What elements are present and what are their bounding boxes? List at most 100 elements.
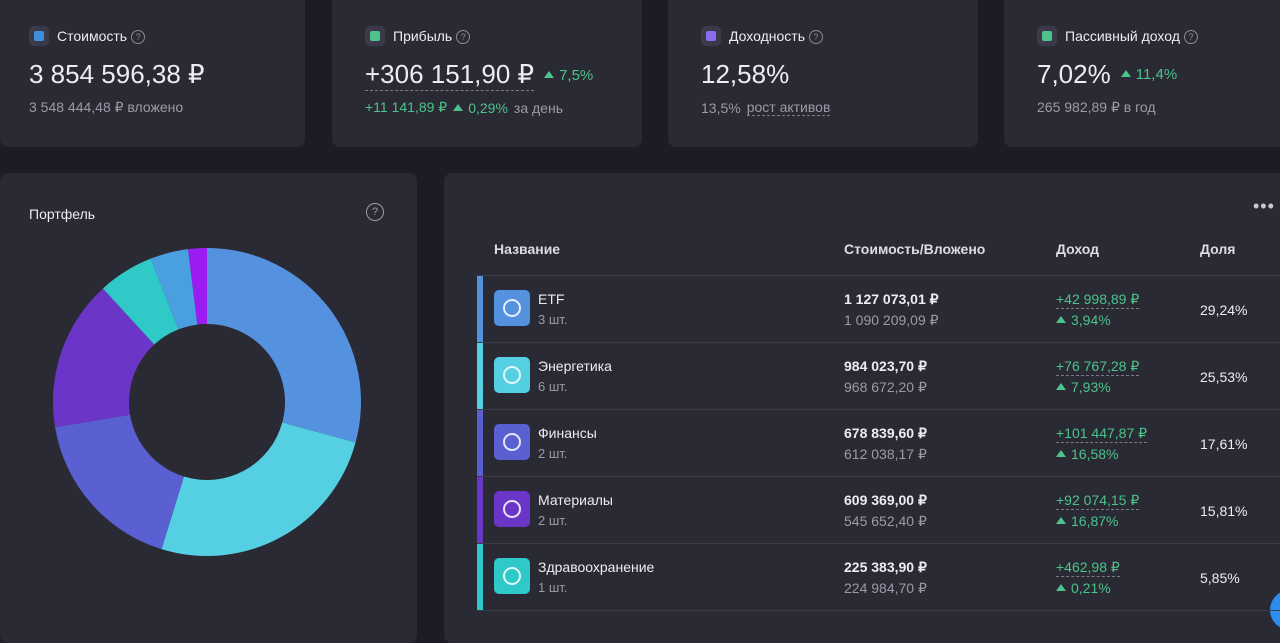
up-arrow xyxy=(1056,517,1066,524)
row-income-pct: 3,94% xyxy=(1056,312,1111,328)
up-arrow xyxy=(1056,450,1066,457)
card-label: Пассивный доход? xyxy=(1065,28,1198,44)
donut-chart xyxy=(52,248,361,556)
sector-count: 2 шт. xyxy=(538,446,568,461)
help-icon[interactable]: ? xyxy=(366,203,384,221)
menu-icon[interactable]: ••• xyxy=(1253,196,1275,216)
card-sub: 3 548 444,48 ₽ вложено xyxy=(29,99,183,116)
column-header: Доля xyxy=(1200,241,1236,257)
sector-count: 1 шт. xyxy=(538,580,568,595)
sub-change: 0,29% xyxy=(453,100,508,116)
sector-count: 6 шт. xyxy=(538,379,568,394)
row-income: +76 767,28 ₽ xyxy=(1056,358,1140,376)
row-line xyxy=(477,610,1280,611)
row-line xyxy=(477,409,1280,410)
donut-segment xyxy=(150,249,198,330)
column-header: Название xyxy=(494,241,561,257)
label-text: Прибыль xyxy=(393,28,453,44)
row-invested: 968 672,20 ₽ xyxy=(844,379,927,395)
row-invested: 1 090 209,09 ₽ xyxy=(844,312,939,328)
sub-text: 265 982,89 ₽ в год xyxy=(1037,99,1156,115)
up-arrow xyxy=(1056,383,1066,390)
row-color-bar xyxy=(477,477,483,543)
up-arrow xyxy=(544,70,555,78)
up-arrow xyxy=(1120,70,1131,77)
card-label: Доходность? xyxy=(729,28,823,44)
row-income: +42 998,89 ₽ xyxy=(1056,291,1140,309)
donut-segment xyxy=(188,248,207,325)
sector-name: Финансы xyxy=(538,425,597,441)
card-sub: +11 141,89 ₽ 0,29% за день xyxy=(365,99,563,116)
income-pct: 3,94% xyxy=(1071,312,1111,328)
card-value: +306 151,90 ₽ 7,5% xyxy=(365,59,593,91)
change: 11,4% xyxy=(1120,66,1177,83)
row-income: +92 074,15 ₽ xyxy=(1056,492,1140,510)
row-value: 609 369,00 ₽ xyxy=(844,492,927,508)
row-value: 678 839,60 ₽ xyxy=(844,425,927,441)
sector-count: 3 шт. xyxy=(538,312,568,327)
card-icon xyxy=(29,26,49,46)
sector-name: Энергетика xyxy=(538,358,612,374)
portfolio-title: Портфель xyxy=(29,206,96,222)
sub-value: 13,5% xyxy=(701,99,741,116)
row-income-pct: 16,87% xyxy=(1056,513,1118,529)
card-sub: 265 982,89 ₽ в год xyxy=(1037,99,1156,116)
row-value: 984 023,70 ₽ xyxy=(844,358,927,374)
card-label: Стоимость? xyxy=(57,28,146,44)
card xyxy=(332,0,642,147)
table-panel xyxy=(444,173,1280,643)
label-text: Пассивный доход xyxy=(1065,28,1180,44)
header-line xyxy=(477,275,1280,276)
label-text: Доходность xyxy=(729,28,805,44)
row-share: 15,81% xyxy=(1200,503,1248,519)
row-income-pct: 0,21% xyxy=(1056,580,1111,596)
card-icon xyxy=(1037,26,1057,46)
donut-segment xyxy=(207,248,361,443)
help-icon: ? xyxy=(456,30,471,44)
up-arrow xyxy=(453,103,464,111)
row-income-pct: 7,93% xyxy=(1056,379,1111,395)
sector-icon xyxy=(494,558,530,594)
row-line xyxy=(477,476,1280,477)
card-value: 7,02% 11,4% xyxy=(1037,59,1177,90)
value: 7,02% xyxy=(1037,59,1111,89)
card xyxy=(0,0,305,147)
row-color-bar xyxy=(477,343,483,409)
help-icon: ? xyxy=(131,30,146,44)
donut-segment xyxy=(102,258,179,345)
value: 12,58% xyxy=(701,59,790,89)
sub-text: 3 548 444,48 ₽ вложено xyxy=(29,99,184,115)
sub-change-value: 0,29% xyxy=(468,99,508,116)
change: 7,5% xyxy=(544,67,593,84)
row-share: 25,53% xyxy=(1200,369,1248,385)
column-header: Стоимость/Вложено xyxy=(844,241,986,257)
value: 3 854 596,38 ₽ xyxy=(29,59,205,89)
donut-segment xyxy=(55,414,184,550)
donut-segment xyxy=(161,422,356,556)
sector-name: Материалы xyxy=(538,492,613,508)
row-invested: 545 652,40 ₽ xyxy=(844,513,927,529)
card-sub: 13,5% рост активов xyxy=(701,99,831,116)
row-line xyxy=(477,342,1280,343)
row-value: 1 127 073,01 ₽ xyxy=(844,291,939,307)
card-icon xyxy=(365,26,385,46)
row-income: +101 447,87 ₽ xyxy=(1056,425,1148,443)
change-value: 7,5% xyxy=(559,66,594,84)
row-value: 225 383,90 ₽ xyxy=(844,559,927,575)
donut-segment xyxy=(52,288,155,428)
row-color-bar xyxy=(477,276,483,342)
sector-icon xyxy=(494,357,530,393)
value: +306 151,90 ₽ xyxy=(365,59,535,91)
card-value: 3 854 596,38 ₽ xyxy=(29,59,205,90)
row-invested: 224 984,70 ₽ xyxy=(844,580,927,596)
help-icon: ? xyxy=(1183,30,1198,44)
row-share: 5,85% xyxy=(1200,570,1240,586)
card-icon xyxy=(701,26,721,46)
income-pct: 7,93% xyxy=(1071,379,1111,395)
sub-text: рост активов xyxy=(746,99,831,116)
sector-icon xyxy=(494,424,530,460)
sub-value: +11 141,89 ₽ xyxy=(365,99,448,115)
row-color-bar xyxy=(477,544,483,610)
card-value: 12,58% xyxy=(701,59,789,90)
